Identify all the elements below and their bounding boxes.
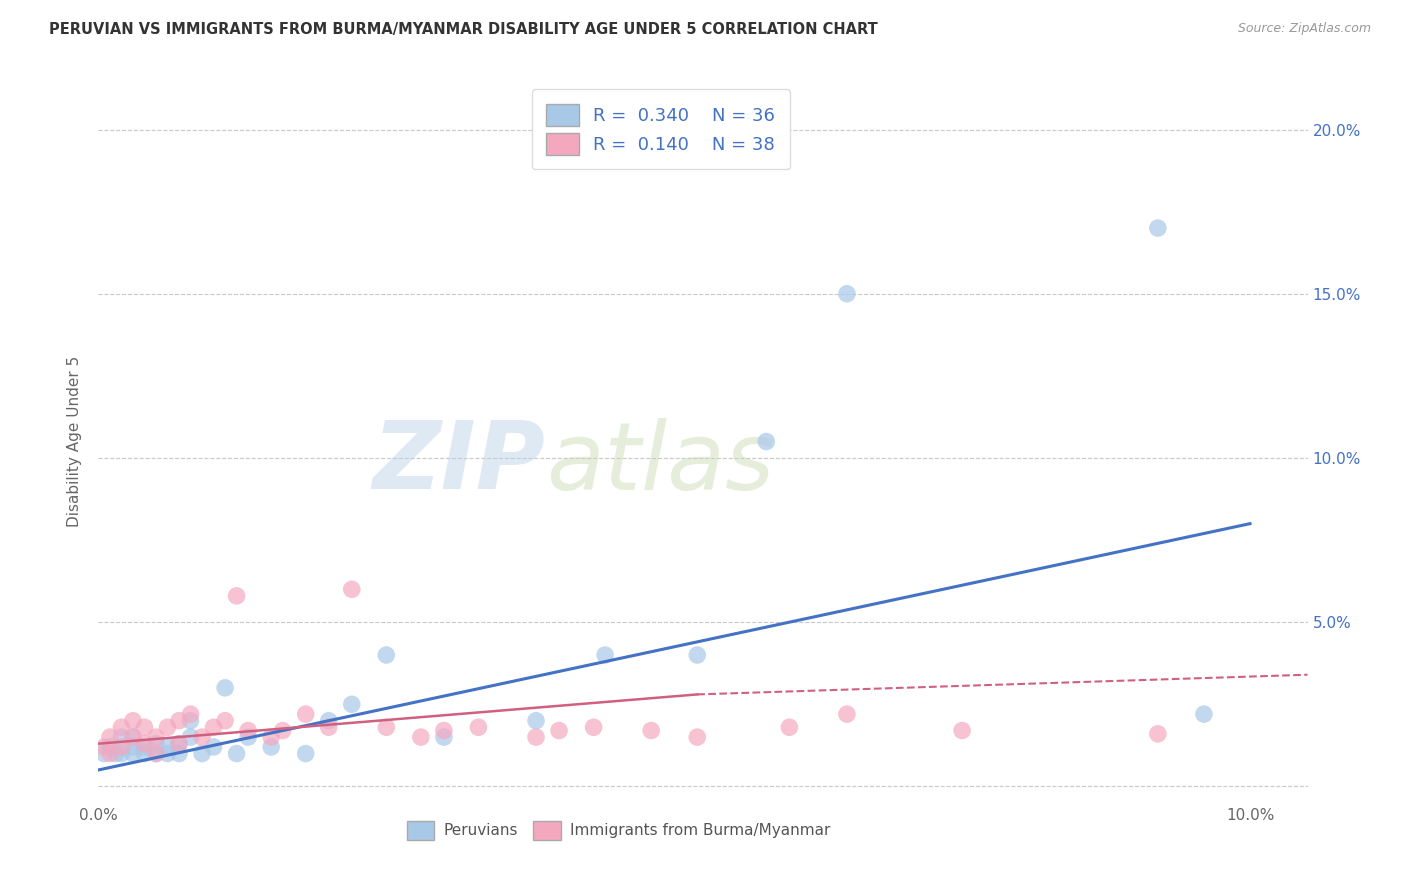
Text: PERUVIAN VS IMMIGRANTS FROM BURMA/MYANMAR DISABILITY AGE UNDER 5 CORRELATION CHA: PERUVIAN VS IMMIGRANTS FROM BURMA/MYANMA… [49,22,877,37]
Point [375,648,398,662]
Point [835,286,858,301]
Point [271,723,294,738]
Point [156,739,179,754]
Point [294,707,316,722]
Point [167,737,190,751]
Point [950,723,973,738]
Point [835,707,858,722]
Point [433,723,456,738]
Point [145,747,167,761]
Point [134,739,156,754]
Point [686,648,709,662]
Point [122,747,145,761]
Point [755,434,778,449]
Point [145,730,167,744]
Point [214,714,236,728]
Point [202,739,225,754]
Point [110,747,132,761]
Point [548,723,571,738]
Point [167,737,190,751]
Text: ZIP: ZIP [373,417,546,509]
Point [122,730,145,744]
Point [582,720,605,734]
Point [1147,221,1170,235]
Point [191,730,214,744]
Point [93,747,115,761]
Point [98,747,121,761]
Point [180,730,202,744]
Point [145,737,167,751]
Point [225,747,247,761]
Point [294,747,316,761]
Point [93,739,115,754]
Text: atlas: atlas [546,417,775,508]
Point [433,730,456,744]
Point [524,714,547,728]
Point [340,698,363,712]
Point [145,747,167,761]
Point [134,720,156,734]
Text: Source: ZipAtlas.com: Source: ZipAtlas.com [1237,22,1371,36]
Point [318,714,340,728]
Point [686,730,709,744]
Point [134,747,156,761]
Point [122,730,145,744]
Point [593,648,616,662]
Point [236,723,259,738]
Point [225,589,247,603]
Point [110,739,132,754]
Point [167,747,190,761]
Point [1147,727,1170,741]
Point [524,730,547,744]
Point [318,720,340,734]
Point [122,739,145,754]
Point [640,723,662,738]
Point [375,720,398,734]
Point [98,730,121,744]
Point [110,730,132,744]
Legend: Peruvians, Immigrants from Burma/Myanmar: Peruvians, Immigrants from Burma/Myanmar [401,815,837,846]
Point [260,730,283,744]
Point [778,720,800,734]
Point [156,720,179,734]
Point [214,681,236,695]
Point [110,720,132,734]
Point [167,714,190,728]
Point [180,707,202,722]
Point [340,582,363,597]
Point [104,747,127,761]
Point [467,720,489,734]
Point [98,739,121,754]
Y-axis label: Disability Age Under 5: Disability Age Under 5 [67,356,83,527]
Point [260,739,283,754]
Point [191,747,214,761]
Point [236,730,259,744]
Point [156,747,179,761]
Point [409,730,432,744]
Point [122,714,145,728]
Point [180,714,202,728]
Point [1192,707,1215,722]
Point [134,737,156,751]
Point [202,720,225,734]
